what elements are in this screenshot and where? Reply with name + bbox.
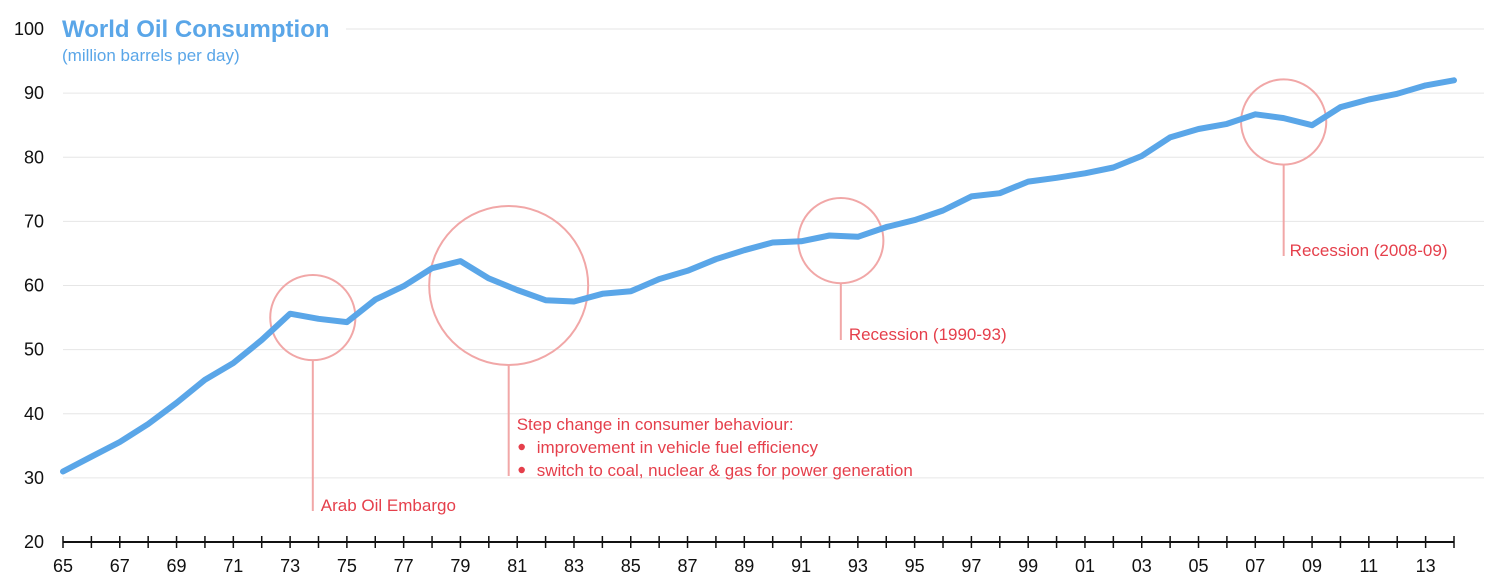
x-tick-label: 91 xyxy=(791,556,811,576)
y-axis: 20 30 40 50 60 70 80 90 100 xyxy=(14,19,44,552)
x-tick-label: 85 xyxy=(621,556,641,576)
annotation-label: Recession (1990-93) xyxy=(849,325,1007,344)
grid xyxy=(63,28,1484,479)
title-background xyxy=(58,10,346,70)
x-tick-label: 65 xyxy=(53,556,73,576)
y-tick-label: 20 xyxy=(24,532,44,552)
x-tick-label: 69 xyxy=(167,556,187,576)
x-tick-label: 67 xyxy=(110,556,130,576)
annotation-bullet-text: switch to coal, nuclear & gas for power … xyxy=(537,461,913,480)
y-tick-label: 70 xyxy=(24,211,44,231)
annotation-label: Step change in consumer behaviour: xyxy=(517,415,794,434)
annotation-label: Arab Oil Embargo xyxy=(321,496,456,515)
chart-title: World Oil Consumption xyxy=(62,16,330,43)
title-group: World Oil Consumption (million barrels p… xyxy=(58,10,346,70)
x-tick-label: 99 xyxy=(1018,556,1038,576)
x-tick-label: 03 xyxy=(1132,556,1152,576)
x-tick-label: 07 xyxy=(1245,556,1265,576)
chart-subtitle: (million barrels per day) xyxy=(62,46,240,65)
annotation-bullet-text: improvement in vehicle fuel efficiency xyxy=(537,438,819,457)
x-tick-label: 71 xyxy=(223,556,243,576)
x-tick-label: 09 xyxy=(1302,556,1322,576)
x-tick-label: 89 xyxy=(734,556,754,576)
x-tick-label: 77 xyxy=(394,556,414,576)
y-tick-label: 30 xyxy=(24,468,44,488)
annotations: Arab Oil Embargo Step change in consumer … xyxy=(269,78,1448,515)
x-tick-label: 13 xyxy=(1416,556,1436,576)
x-tick-label: 73 xyxy=(280,556,300,576)
y-tick-label: 60 xyxy=(24,276,44,296)
y-tick-label: 90 xyxy=(24,83,44,103)
x-tick-label: 93 xyxy=(848,556,868,576)
x-tick-label: 97 xyxy=(961,556,981,576)
x-tick-label: 87 xyxy=(678,556,698,576)
x-tick-label: 83 xyxy=(564,556,584,576)
series xyxy=(60,77,1457,475)
annotation-label: Recession (2008-09) xyxy=(1290,241,1448,260)
series-line xyxy=(60,77,1457,475)
y-tick-label: 50 xyxy=(24,340,44,360)
x-tick-label: 11 xyxy=(1359,556,1378,576)
annotation-bullet-dot xyxy=(518,443,525,451)
x-axis: 65 67 69 71 73 75 77 79 81 83 85 87 89 91 93 95 97 99 01 03… xyxy=(53,536,1455,576)
x-tick-label: 05 xyxy=(1188,556,1208,576)
x-tick-label: 79 xyxy=(450,556,470,576)
x-tick-label: 75 xyxy=(337,556,357,576)
x-tick-label: 81 xyxy=(507,556,527,576)
annotation-bullet-dot xyxy=(518,466,525,474)
x-tick-label: 01 xyxy=(1075,556,1095,576)
y-tick-label: 40 xyxy=(24,404,44,424)
y-tick-label: 80 xyxy=(24,147,44,167)
x-tick-label: 95 xyxy=(905,556,925,576)
y-tick-label: 100 xyxy=(14,19,44,39)
